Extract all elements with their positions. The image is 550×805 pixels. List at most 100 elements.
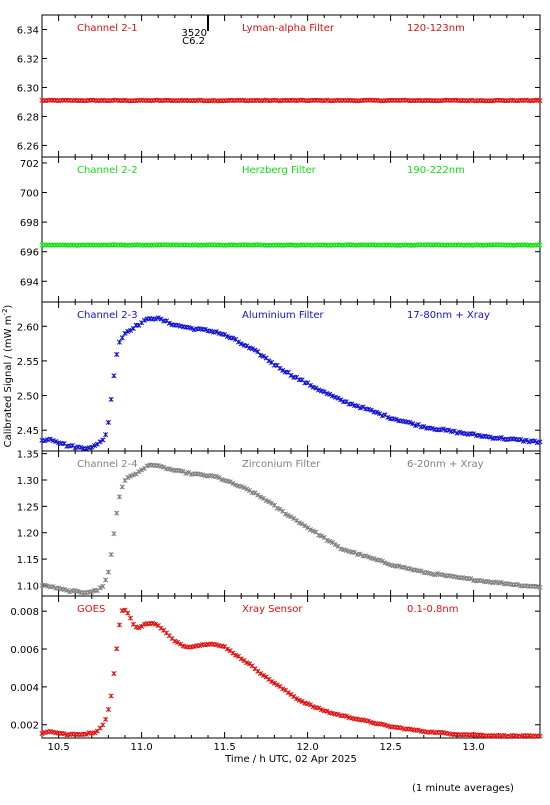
x-tick-label: 10.5: [47, 742, 69, 753]
data-point: [111, 531, 117, 537]
data-point: [415, 727, 421, 733]
data-point: [269, 500, 275, 506]
data-point: [288, 372, 294, 379]
y-tick-label: 2.55: [17, 357, 39, 368]
data-point: [440, 426, 446, 432]
data-point: [139, 623, 145, 629]
data-point: [103, 432, 109, 438]
data-point: [368, 407, 374, 413]
panel-5: 0.002 0.004 0.006 0.008 GOES Xray Sensor 0.1-0…: [10, 595, 543, 739]
data-point: [310, 528, 316, 534]
data-point: [285, 690, 291, 696]
data-point: [122, 330, 128, 336]
data-point: [363, 553, 369, 559]
data-point: [280, 367, 286, 374]
data-point: [100, 722, 106, 728]
data-point: [155, 315, 161, 321]
data-point: [274, 682, 280, 688]
data-point: [105, 419, 111, 426]
data-point: [202, 326, 208, 333]
y-tick-label: 6.28: [17, 112, 39, 123]
data-point: [376, 557, 383, 563]
data-point: [158, 316, 164, 322]
data-point: [385, 561, 391, 567]
data-point: [188, 325, 194, 331]
data-point: [498, 435, 504, 441]
data-point: [343, 713, 349, 719]
y-tick-label: 700: [20, 189, 39, 200]
data-point: [241, 485, 247, 491]
data-point: [103, 716, 109, 722]
data-point: [299, 521, 305, 527]
data-point: [244, 660, 250, 666]
y-tick-label: 6.30: [17, 83, 39, 94]
data-point: [531, 438, 538, 444]
data-point: [136, 469, 142, 475]
band-label: 120-123nm: [407, 23, 465, 34]
data-point: [116, 622, 123, 628]
data-point: [318, 533, 324, 539]
data-point: [296, 697, 302, 703]
y-tick-label: 1.20: [17, 529, 39, 540]
data-point: [476, 432, 482, 438]
data-point: [421, 423, 427, 430]
data-point: [349, 401, 355, 407]
series-points: [39, 242, 543, 248]
data-point: [114, 351, 120, 358]
data-point: [471, 431, 477, 437]
data-point: [523, 437, 529, 443]
data-point: [100, 583, 106, 589]
data-point: [307, 702, 313, 708]
data-point: [518, 437, 524, 443]
data-point: [97, 439, 103, 445]
data-point: [125, 610, 131, 616]
data-point: [186, 469, 192, 475]
flare-marker-value: 3520: [182, 28, 207, 39]
filter-label: Herzberg Filter: [242, 165, 317, 176]
data-point: [78, 444, 84, 450]
data-point: [47, 436, 53, 442]
data-point: [197, 643, 203, 649]
data-point: [177, 641, 183, 647]
panel-2: 694 696 698 700 702 Channel 2-2 Herzberg Filte…: [20, 156, 543, 303]
data-point: [310, 704, 316, 710]
data-point: [318, 707, 324, 713]
data-point: [127, 615, 134, 621]
data-point: [365, 554, 372, 560]
data-point: [266, 358, 272, 364]
data-point: [252, 347, 258, 353]
data-point: [307, 382, 313, 388]
data-point: [285, 512, 291, 519]
data-point: [208, 328, 214, 334]
filter-label: Xray Sensor: [242, 604, 303, 615]
data-point: [125, 474, 131, 481]
data-point: [280, 686, 286, 692]
data-point: [437, 427, 443, 433]
data-point: [310, 384, 316, 390]
y-tick-label: 6.34: [17, 25, 39, 36]
data-point: [152, 621, 158, 627]
data-point: [537, 733, 543, 739]
filter-label: Zirconium Filter: [242, 459, 321, 470]
band-label: 6-20nm + Xray: [407, 459, 484, 470]
data-point: [224, 646, 230, 652]
data-point: [108, 396, 114, 402]
data-point: [152, 316, 158, 322]
data-point: [244, 343, 250, 349]
data-point: [42, 438, 48, 444]
data-point: [219, 477, 225, 483]
data-point: [401, 564, 407, 570]
data-point: [238, 341, 244, 347]
y-axis-title-close: ): [3, 305, 14, 309]
data-point: [293, 696, 300, 702]
data-point: [357, 405, 363, 411]
data-point: [119, 484, 125, 490]
data-point: [92, 730, 98, 736]
y-tick-label: 6.26: [17, 141, 39, 152]
data-point: [89, 444, 95, 450]
data-point: [255, 492, 261, 498]
data-point: [258, 352, 264, 358]
data-point: [526, 439, 532, 445]
x-tick-label: 11.0: [130, 742, 152, 753]
